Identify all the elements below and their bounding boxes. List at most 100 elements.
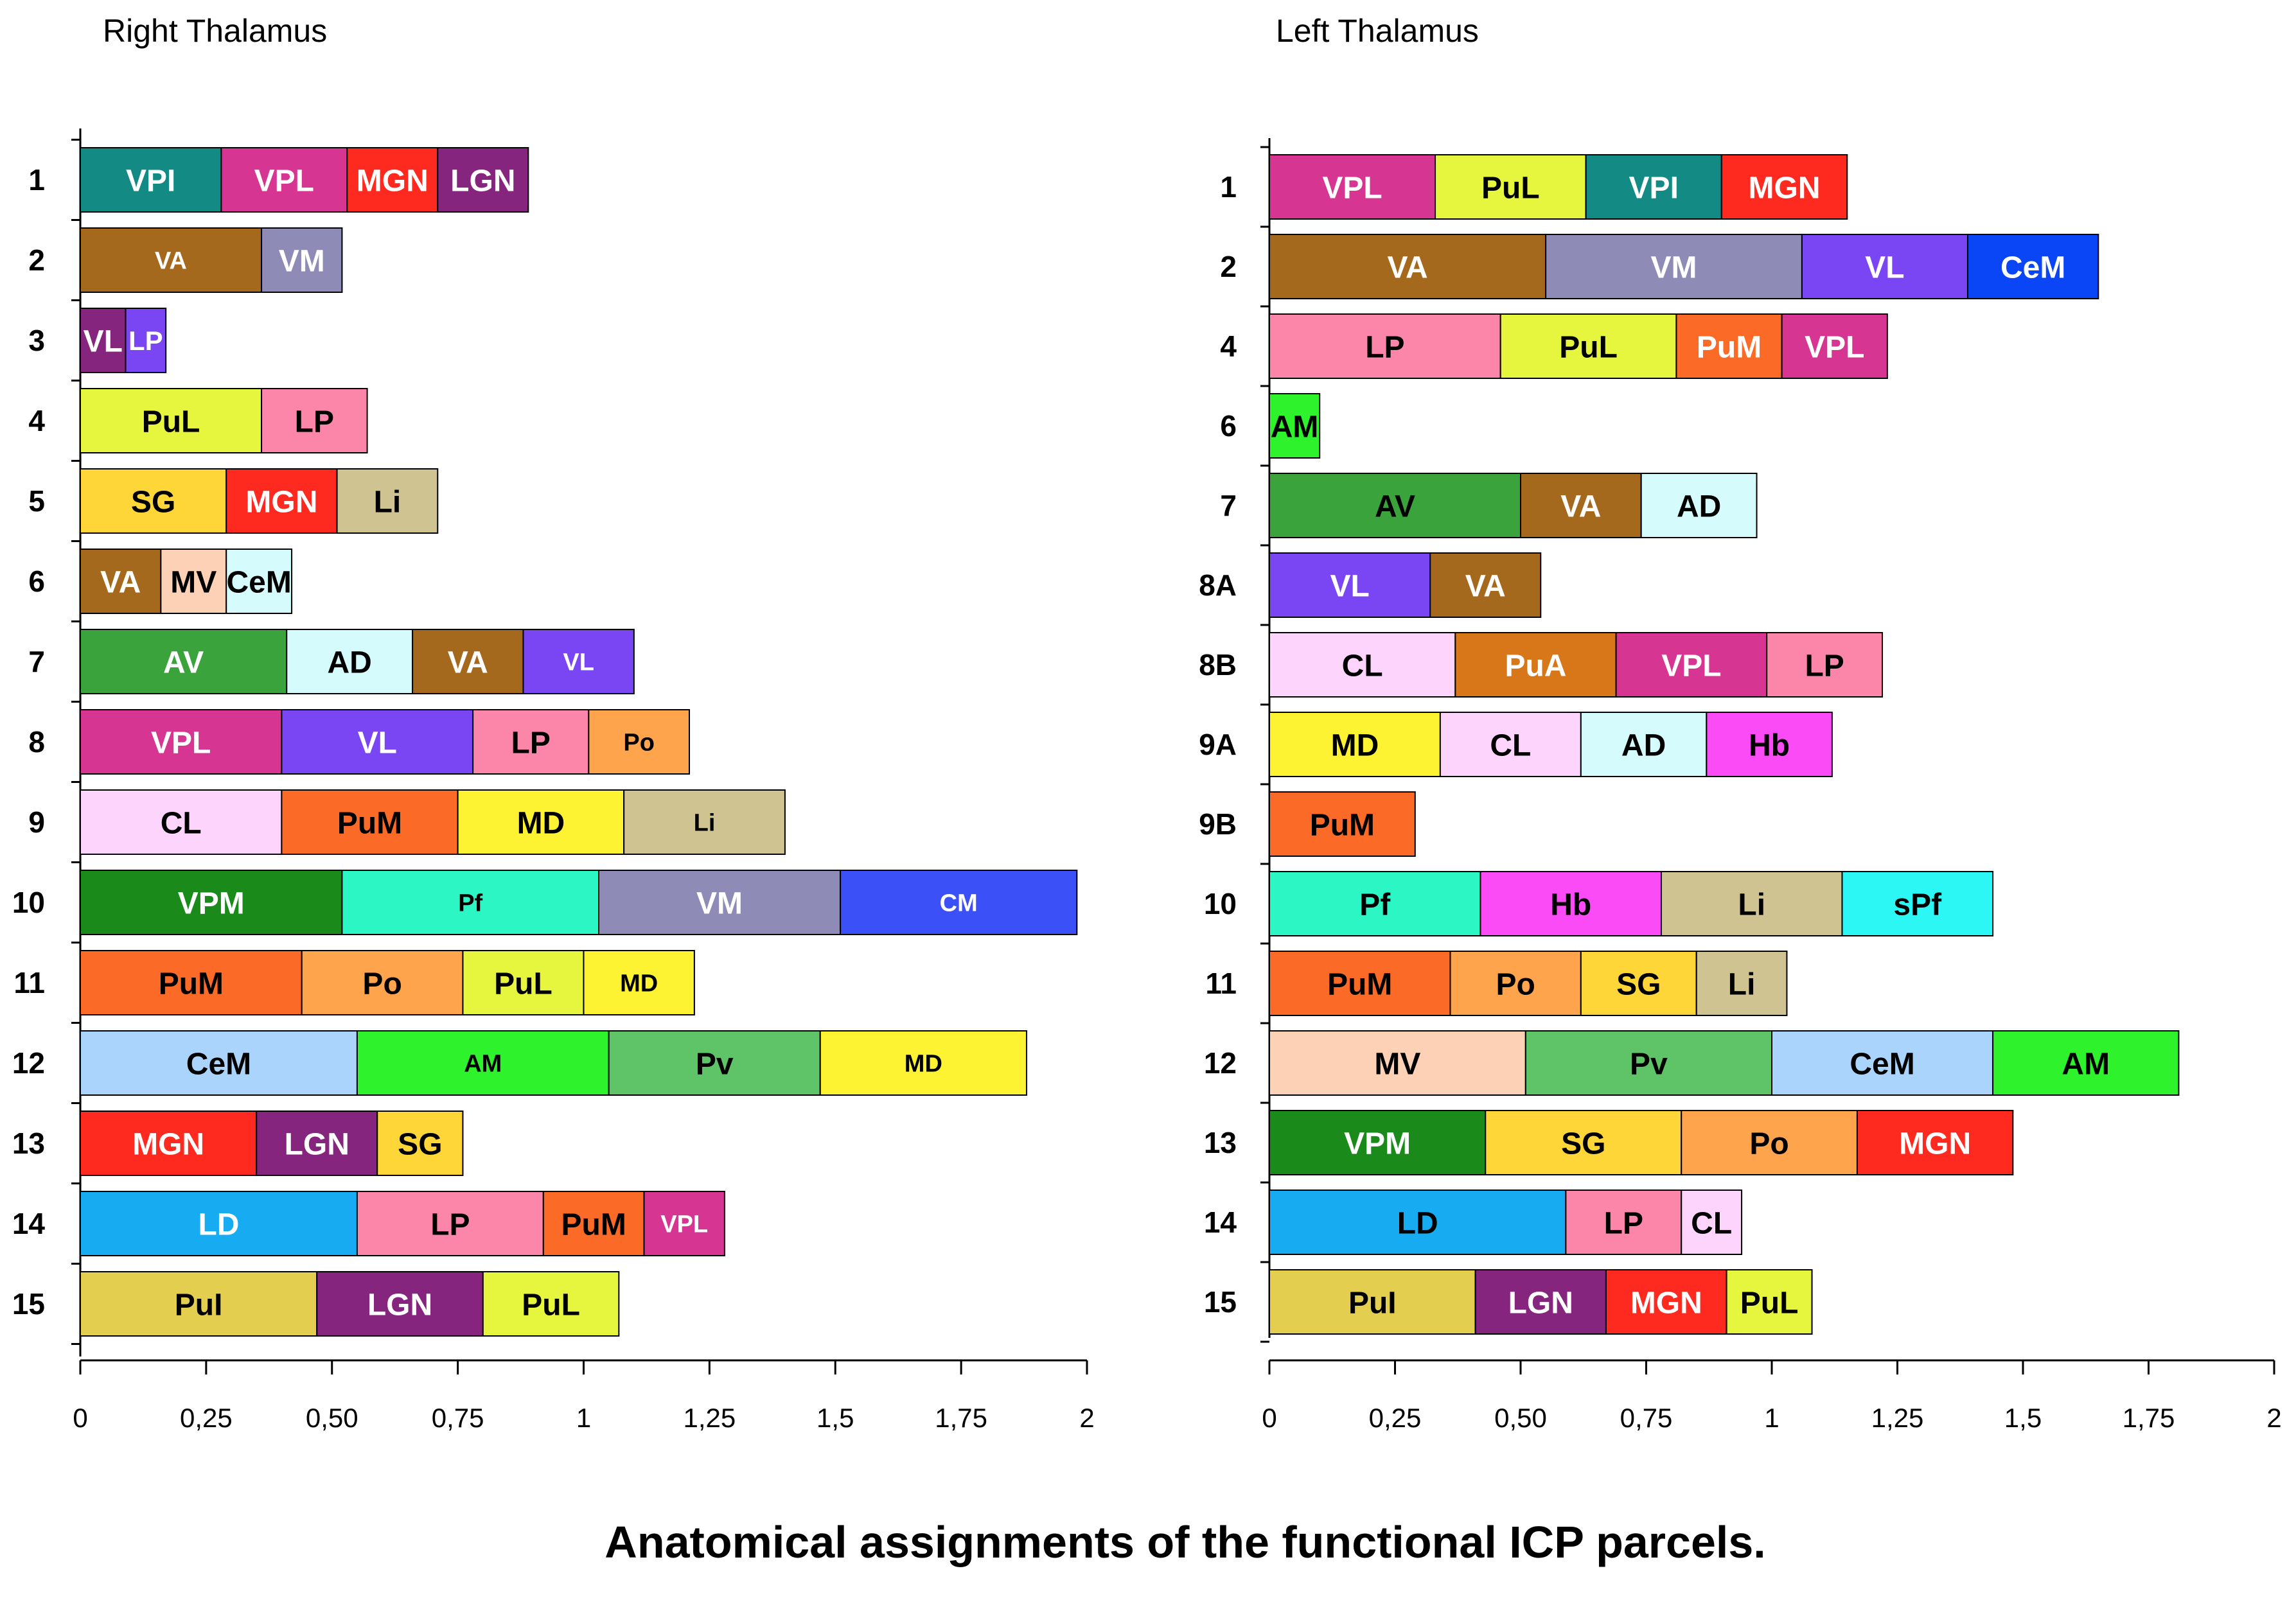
x-tick-label: 2: [2266, 1403, 2281, 1433]
row-label: 12: [12, 1046, 45, 1080]
bar-segment-mgn: [80, 1111, 258, 1176]
row-label: 15: [12, 1287, 45, 1321]
segment-label: VPL: [1322, 171, 1382, 205]
bar-row-12: 12 MV Pv CeM AM: [1204, 1030, 2180, 1096]
segment-label: SG: [1561, 1127, 1605, 1161]
bar-row-11: 11 PuM Po SG Li: [1205, 951, 1788, 1016]
segment-label: PuL: [1481, 171, 1540, 205]
segment-label: LP: [295, 405, 334, 439]
bar-segment-cem: [80, 1030, 358, 1096]
bar-row-15: 15 PuI LGN MGN PuL: [1204, 1269, 1813, 1335]
bar-segment-mv: [160, 549, 227, 614]
bar-segment-cem: [225, 549, 293, 614]
x-tick-label: 0,75: [432, 1403, 484, 1433]
bar-segment-ad: [286, 629, 414, 694]
bar-segment-mgn: [346, 147, 439, 213]
bar-segment-sg: [1485, 1110, 1682, 1175]
bar-segment-pul: [482, 1271, 620, 1337]
segment-label: Pf: [1359, 888, 1391, 922]
x-tick-label: 0,25: [1369, 1403, 1422, 1433]
segment-label: VL: [84, 324, 123, 358]
bar-segment-hb: [1706, 712, 1833, 777]
row-label: 10: [12, 886, 45, 919]
bar-row-10: 10 VPM Pf VM CM: [12, 870, 1078, 935]
bar-segment-lgn: [437, 147, 529, 213]
segment-label: VPL: [1805, 330, 1864, 364]
bar-row-8A: 8A VL VA: [1199, 552, 1542, 618]
segment-label: AD: [328, 645, 372, 680]
bar-segment-li: [1660, 871, 1843, 936]
bar-segment-ld: [1269, 1190, 1567, 1255]
segment-label: VPL: [1661, 649, 1721, 683]
bar-row-11: 11 PuM Po PuL MD: [13, 950, 695, 1015]
bar-segment-md: [583, 950, 695, 1015]
segment-label: AV: [1375, 489, 1415, 523]
row-label: 11: [1205, 967, 1237, 1000]
bar-row-10: 10 Pf Hb Li sPf: [1204, 871, 1994, 936]
bar-segment-va: [1429, 552, 1542, 618]
segment-label: MV: [170, 565, 216, 599]
segment-label: LGN: [1508, 1286, 1573, 1320]
bar-segment-lp: [356, 1191, 544, 1256]
segment-label: LP: [511, 726, 551, 760]
segment-label: AM: [1271, 410, 1319, 444]
segment-label: Li: [694, 810, 716, 837]
bar-row-9A: 9A MD CL AD Hb: [1199, 712, 1833, 777]
bar-segment-li: [623, 789, 786, 855]
bar-segment-av: [1269, 473, 1521, 538]
bar-segment-vpl: [80, 709, 283, 775]
segment-label: VPL: [151, 726, 211, 760]
bar-row-15: 15 PuI LGN PuL: [12, 1271, 620, 1337]
bar-row-5: 5 SG MGN Li: [28, 468, 439, 534]
segment-label: Po: [362, 967, 402, 1001]
bar-segment-pul: [1499, 313, 1677, 379]
segment-label: LP: [1365, 330, 1404, 364]
segment-label: PuL: [522, 1288, 580, 1322]
segment-label: VPI: [1629, 171, 1679, 205]
bar-segment-vl: [80, 308, 127, 373]
bar-segment-pul: [80, 388, 263, 453]
segment-label: PuL: [142, 405, 200, 439]
row-label: 2: [28, 243, 45, 277]
segment-label: VPL: [660, 1211, 708, 1238]
bar-segment-lp: [1766, 632, 1884, 698]
bar-segment-cl: [80, 789, 283, 855]
row-label: 8: [28, 725, 45, 759]
segment-label: LP: [430, 1207, 470, 1242]
segment-label: LD: [1397, 1206, 1438, 1240]
segment-label: MGN: [1630, 1286, 1702, 1320]
segment-label: CL: [1342, 649, 1383, 683]
segment-label: LGN: [450, 164, 515, 198]
segment-label: PuM: [1327, 967, 1392, 1001]
row-label: 4: [28, 404, 45, 437]
segment-label: PuL: [1740, 1286, 1799, 1320]
segment-label: PuL: [494, 967, 552, 1001]
bar-segment-cm: [840, 870, 1078, 935]
x-tick-label: 0: [73, 1403, 87, 1433]
bar-segment-pv: [1524, 1030, 1773, 1096]
row-label: 10: [1204, 887, 1237, 920]
bar-row-9: 9 CL PuM MD Li: [28, 789, 786, 855]
bar-row-3: 3 VL LP: [28, 308, 167, 373]
row-label: 14: [1204, 1206, 1237, 1239]
bar-row-8: 8 VPL VL LP Po: [28, 709, 691, 775]
segment-label: LGN: [367, 1288, 432, 1322]
row-label: 13: [12, 1127, 45, 1160]
segment-label: VL: [1865, 250, 1904, 285]
bar-segment-av: [80, 629, 288, 694]
segment-label: VPI: [126, 164, 175, 198]
segment-label: Po: [1749, 1127, 1788, 1161]
row-label: 8B: [1199, 648, 1237, 681]
bar-row-4: 4 PuL LP: [28, 388, 368, 453]
segment-label: Po: [623, 730, 655, 757]
segment-label: MGN: [132, 1127, 204, 1161]
bar-segment-cl: [1681, 1190, 1743, 1255]
bar-segment-am: [1992, 1030, 2180, 1096]
bar-row-4: 4 LP PuL PuM VPL: [1220, 313, 1888, 379]
x-tick-label: 1,25: [1871, 1403, 1924, 1433]
bar-segment-lp: [1269, 313, 1501, 379]
bar-row-2: 2 VA VM VL CeM: [1220, 234, 2099, 299]
segment-label: CL: [1691, 1206, 1732, 1240]
x-tick-label: 1,25: [684, 1403, 736, 1433]
x-tick-label: 1,5: [817, 1403, 854, 1433]
